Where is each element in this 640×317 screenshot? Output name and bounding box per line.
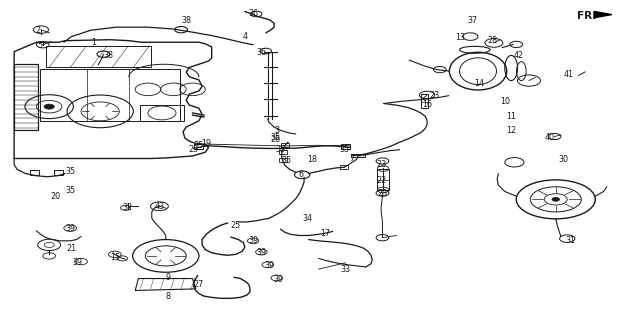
Text: 39: 39 xyxy=(273,275,284,284)
Text: 39: 39 xyxy=(256,248,266,257)
Bar xyxy=(14,64,38,130)
Text: 31: 31 xyxy=(565,236,575,245)
Text: 28: 28 xyxy=(487,36,497,45)
Text: FR.: FR. xyxy=(577,11,596,22)
Text: 35: 35 xyxy=(275,145,285,153)
Text: 6: 6 xyxy=(298,170,303,179)
Text: 23: 23 xyxy=(378,189,387,198)
Text: 39: 39 xyxy=(264,262,274,270)
Text: 35: 35 xyxy=(270,133,280,142)
Text: 10: 10 xyxy=(500,97,510,107)
Text: 9: 9 xyxy=(166,273,171,282)
Text: 22: 22 xyxy=(377,176,387,185)
Text: 20: 20 xyxy=(51,192,61,201)
Text: 29: 29 xyxy=(189,145,199,153)
Text: 34: 34 xyxy=(302,214,312,223)
Text: 4: 4 xyxy=(243,32,247,41)
Text: 43: 43 xyxy=(154,202,164,211)
Bar xyxy=(46,46,151,68)
Text: 33: 33 xyxy=(340,265,351,274)
Bar xyxy=(420,94,428,108)
Text: 17: 17 xyxy=(320,230,330,238)
Text: 38: 38 xyxy=(181,16,191,25)
Text: 19: 19 xyxy=(202,139,212,148)
Text: 12: 12 xyxy=(506,126,516,135)
Text: 30: 30 xyxy=(559,155,568,164)
Text: 35: 35 xyxy=(65,166,76,176)
Bar xyxy=(40,69,180,121)
Text: 35: 35 xyxy=(65,186,76,195)
Text: 37: 37 xyxy=(468,16,478,25)
Bar xyxy=(378,170,389,190)
Text: 14: 14 xyxy=(474,79,484,88)
Bar xyxy=(351,154,365,157)
Text: 15: 15 xyxy=(109,253,120,262)
Text: 32: 32 xyxy=(122,203,132,212)
Text: 39: 39 xyxy=(65,224,76,233)
Circle shape xyxy=(43,253,56,259)
Text: 13: 13 xyxy=(455,33,465,42)
Text: 5: 5 xyxy=(37,41,42,50)
Text: 27: 27 xyxy=(194,280,204,289)
Bar xyxy=(140,105,184,121)
Circle shape xyxy=(44,104,54,109)
Text: 7: 7 xyxy=(349,154,355,163)
Text: 18: 18 xyxy=(307,155,317,164)
Text: 16: 16 xyxy=(422,100,432,109)
Bar xyxy=(14,64,38,130)
Text: 1: 1 xyxy=(92,38,96,47)
Text: 35: 35 xyxy=(282,156,292,165)
Text: 2: 2 xyxy=(36,26,41,35)
Text: 21: 21 xyxy=(67,244,77,253)
Text: 35: 35 xyxy=(194,141,204,151)
Circle shape xyxy=(552,197,559,201)
Text: 39: 39 xyxy=(248,236,258,245)
Text: 26: 26 xyxy=(270,135,280,144)
Text: 42: 42 xyxy=(514,51,524,60)
Text: 23: 23 xyxy=(377,160,387,169)
Text: 35: 35 xyxy=(339,145,349,153)
Text: 23: 23 xyxy=(429,91,440,100)
Polygon shape xyxy=(594,11,612,18)
Text: 39: 39 xyxy=(73,258,83,267)
Text: 41: 41 xyxy=(563,70,573,79)
Text: 11: 11 xyxy=(506,112,516,120)
Text: 40: 40 xyxy=(545,133,554,142)
Text: 38: 38 xyxy=(104,51,113,60)
Text: 36: 36 xyxy=(248,10,258,18)
Text: 8: 8 xyxy=(166,292,171,301)
Text: 25: 25 xyxy=(231,221,241,230)
Text: 3: 3 xyxy=(274,126,279,135)
Text: 36: 36 xyxy=(257,48,266,57)
